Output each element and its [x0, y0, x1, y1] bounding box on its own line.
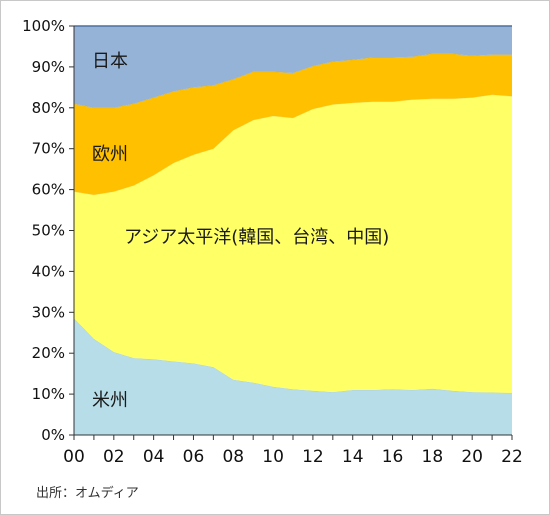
area-series-3: [74, 26, 512, 108]
x-tick-label: 16: [382, 447, 404, 467]
x-tick-label: 18: [422, 447, 444, 467]
x-tick-label: 02: [103, 447, 125, 467]
y-tick-label: 30%: [32, 303, 65, 321]
area-series-2: [74, 53, 512, 195]
x-tick-label: 20: [461, 447, 483, 467]
label-europe: 欧州: [92, 144, 128, 165]
x-tick-label: 04: [143, 447, 165, 467]
y-tick-label: 20%: [32, 344, 65, 362]
area-series-1: [74, 94, 512, 393]
x-tick-label: 10: [262, 447, 284, 467]
y-tick-label: 100%: [22, 17, 65, 35]
label-americas: 米州: [92, 390, 128, 411]
label-japan: 日本: [92, 51, 128, 72]
x-tick-label: 08: [222, 447, 244, 467]
x-tick-label: 22: [501, 447, 523, 467]
y-tick-labels: 0% 10% 20% 30% 40% 50% 60% 70% 80% 90% 100%: [22, 17, 74, 444]
y-tick-label: 90%: [32, 58, 65, 76]
y-tick-label: 0%: [41, 426, 65, 444]
y-tick-label: 70%: [32, 140, 65, 158]
x-tick-label: 06: [183, 447, 205, 467]
area-series-0: [74, 318, 512, 435]
x-tick-label: 14: [342, 447, 364, 467]
area-series-group: [73, 25, 513, 435]
x-tick-label: 12: [302, 447, 324, 467]
label-asia-pacific: アジア太平洋(韓国、台湾、中国): [124, 227, 389, 248]
x-tick-labels: 00 02 04 06 08 10 12 14 16 18 20 22: [63, 435, 523, 467]
source-note: 出所：オムディア: [36, 486, 139, 501]
x-tick-label: 00: [63, 447, 85, 467]
y-tick-label: 10%: [32, 385, 65, 403]
y-tick-label: 40%: [32, 262, 65, 280]
y-tick-label: 60%: [32, 181, 65, 199]
y-tick-label: 50%: [32, 222, 65, 240]
y-tick-label: 80%: [32, 99, 65, 117]
